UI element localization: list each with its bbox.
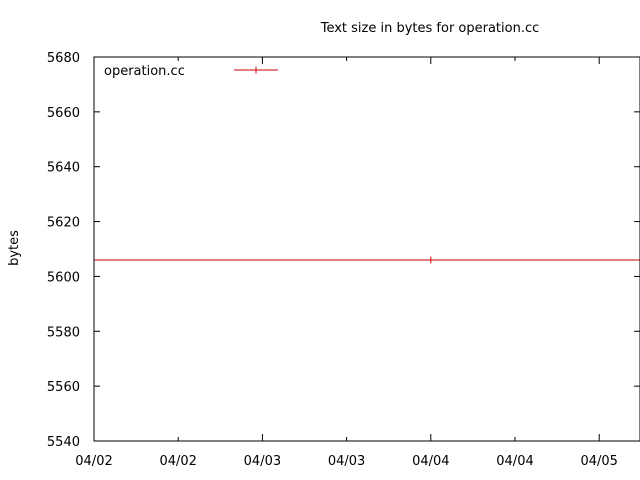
chart-title: Text size in bytes for operation.cc [320,21,540,36]
plot-frame [93,56,640,442]
y-tick-label: 5640 [47,161,80,176]
y-tick-label: 5580 [47,325,80,340]
x-tick-label: 04/03 [244,454,281,469]
y-tick-label: 5620 [47,216,80,231]
y-axis: 5540 5560 5580 5600 5620 5640 5660 5680 [47,51,640,450]
legend: operation.cc [104,64,278,79]
x-tick-label: 04/04 [412,454,449,469]
y-tick-label: 5560 [47,380,80,395]
y-tick-label: 5600 [47,270,80,285]
y-tick-label: 5540 [47,435,80,450]
x-tick-label: 04/05 [580,454,617,469]
legend-label: operation.cc [104,64,185,79]
y-tick-label: 5660 [47,106,80,121]
y-axis-label: bytes [7,230,22,266]
x-tick-label: 04/03 [328,454,365,469]
x-tick-label: 04/04 [496,454,533,469]
x-tick-label: 04/02 [159,454,196,469]
y-tick-label: 5680 [47,51,80,66]
plot-series [94,256,640,264]
x-axis: 04/02 04/02 04/03 04/03 04/04 04/04 04/05 [75,57,618,469]
x-tick-label: 04/02 [75,454,112,469]
